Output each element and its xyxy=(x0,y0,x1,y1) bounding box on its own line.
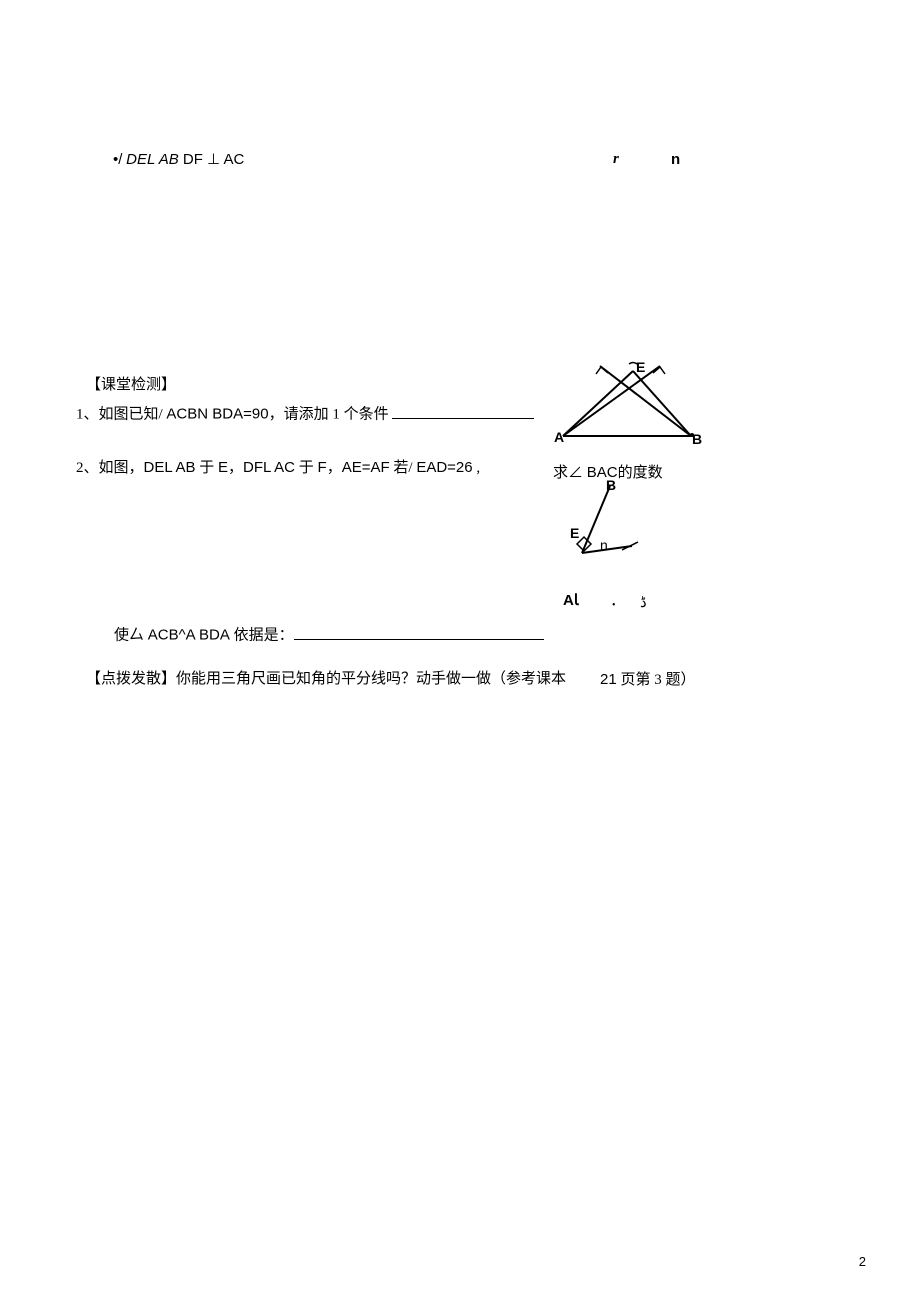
bl-blank xyxy=(294,623,544,640)
page: •/ DEL AB DF ⊥ AC r n 【课堂检测】 1、如图已知/ ACB… xyxy=(0,0,920,1303)
section-heading: 【课堂检测】 xyxy=(86,375,176,396)
fig2-n: n xyxy=(600,537,608,553)
bl-pre: 使厶 xyxy=(114,628,148,644)
q2-a4: EAD=26 xyxy=(416,459,472,476)
q2-a3: AE=AF xyxy=(342,459,390,476)
hl-num: 21 xyxy=(600,671,617,688)
q2-pre: 2、如图， xyxy=(76,460,144,476)
q2-F: F xyxy=(318,459,327,476)
top-rest: DF ⊥ AC xyxy=(179,151,245,168)
basis-line: 使厶 ACB^A BDA 依据是： xyxy=(114,623,544,647)
top-line: •/ DEL AB DF ⊥ AC xyxy=(113,149,244,171)
q1-post: ，请添加 1 个条件 xyxy=(269,407,393,423)
fig2-E: E xyxy=(570,525,579,541)
figure-1: A B E xyxy=(545,356,705,446)
q2-a2: DFL AC xyxy=(243,459,295,476)
bullet: •/ xyxy=(113,151,122,168)
top-r: r xyxy=(613,149,619,170)
fig1-A: A xyxy=(554,429,564,445)
fig2-A2: Aﺎ xyxy=(563,590,578,611)
bl-arial: ACB^A BDA xyxy=(148,627,230,644)
fig2-B: B xyxy=(606,478,616,493)
q1-pre: 1、如图已知/ xyxy=(76,407,166,423)
q2-c2: ， xyxy=(327,460,342,476)
bl-post: 依据是： xyxy=(230,628,294,644)
q2-m3: 若/ xyxy=(390,460,417,476)
page-number: 2 xyxy=(859,1254,866,1269)
q2-post: , xyxy=(473,460,481,476)
q2-a1: DEL AB xyxy=(144,459,196,476)
fig1-B: B xyxy=(692,431,702,446)
fig2-mark: ڈ xyxy=(640,592,647,613)
hint-line-left: 【点拨发散】你能用三角尺画已知角的平分线吗？动手做一做（参考课本 xyxy=(86,669,566,690)
q1: 1、如图已知/ ACBN BDA=90，请添加 1 个条件 xyxy=(76,402,534,426)
q1-blank xyxy=(392,402,534,419)
fig1-E: E xyxy=(636,359,645,375)
top-n: n xyxy=(671,149,680,170)
q1-arial: ACBN BDA=90 xyxy=(166,406,268,423)
top-emph: DEL AB xyxy=(126,151,179,168)
q2-m2: 于 xyxy=(295,460,318,476)
q2-c1: ， xyxy=(228,460,243,476)
q2-m1: 于 xyxy=(196,460,219,476)
hl-post: 页第 3 题） xyxy=(617,672,696,688)
fig2-dot: • xyxy=(612,599,616,613)
hint-line-right: 21 页第 3 题） xyxy=(600,669,695,691)
q2-E: E xyxy=(218,459,228,476)
figure-2: B E n xyxy=(560,478,680,568)
q2: 2、如图，DEL AB 于 E，DFL AC 于 F，AE=AF 若/ EAD=… xyxy=(76,457,480,479)
